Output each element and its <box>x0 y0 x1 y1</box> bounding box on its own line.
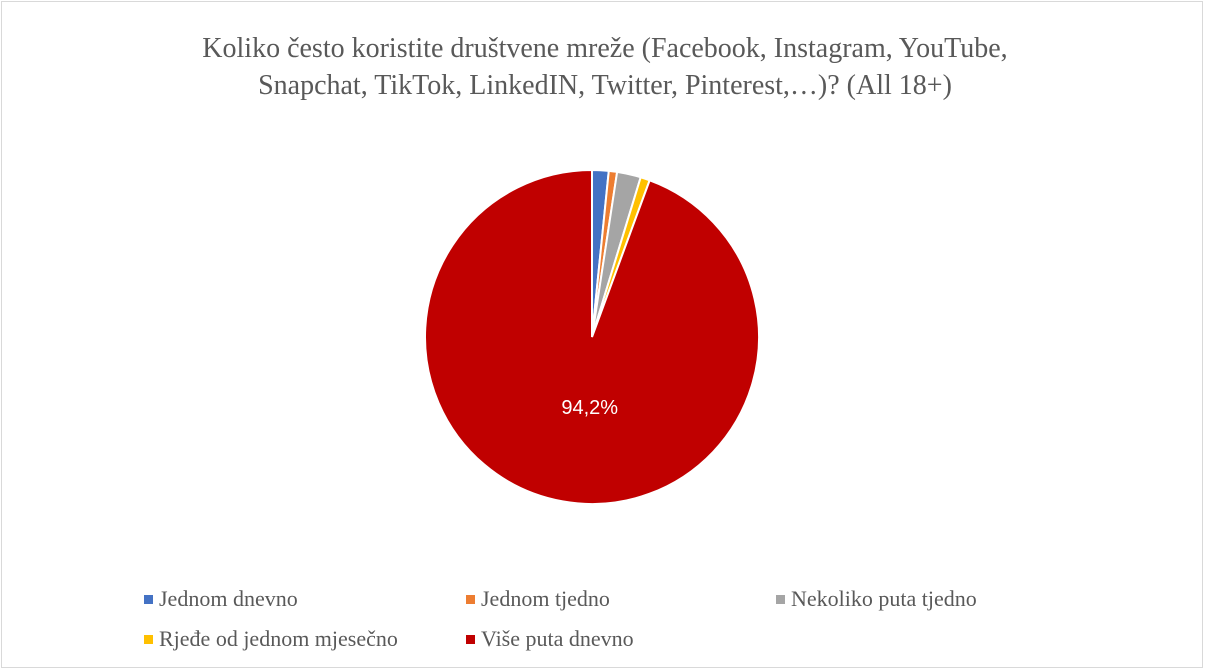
legend-swatch-nekoliko-puta-tjedno <box>776 594 785 604</box>
pie-slice-vise-puta-dnevno <box>424 168 760 505</box>
chart-title-line-1: Koliko često koristite društvene mreže (… <box>202 33 1008 64</box>
legend-swatch-jednom-dnevno <box>144 594 153 604</box>
legend-item-rjede-od-jednom-mjesecno: Rjeđe od jednom mjesečno <box>144 626 398 652</box>
legend-swatch-jednom-tjedno <box>466 594 475 604</box>
legend-item-nekoliko-puta-tjedno: Nekoliko puta tjedno <box>776 586 977 612</box>
legend-swatch-rjede-od-jednom-mjesecno <box>144 634 153 644</box>
legend: Jednom dnevno Jednom tjedno Nekoliko put… <box>144 586 1044 666</box>
legend-swatch-vise-puta-dnevno <box>466 634 475 644</box>
data-label-vise-puta-dnevno: 94,2% <box>561 397 618 419</box>
pie-data-labels: 94,2% <box>561 397 618 419</box>
legend-label: Jednom tjedno <box>481 586 610 611</box>
legend-item-vise-puta-dnevno: Više puta dnevno <box>466 626 634 652</box>
legend-label: Jednom dnevno <box>159 586 298 611</box>
pie-slices <box>424 168 760 505</box>
legend-label: Nekoliko puta tjedno <box>791 586 977 611</box>
legend-item-jednom-dnevno: Jednom dnevno <box>144 586 298 612</box>
legend-label: Rjeđe od jednom mjesečno <box>159 626 398 651</box>
legend-label: Više puta dnevno <box>481 626 634 651</box>
legend-item-jednom-tjedno: Jednom tjedno <box>466 586 610 612</box>
chart-title-line-2: Snapchat, TikTok, LinkedIN, Twitter, Pin… <box>258 70 952 101</box>
chart-title: Koliko često koristite društvene mreže (… <box>62 30 1148 104</box>
